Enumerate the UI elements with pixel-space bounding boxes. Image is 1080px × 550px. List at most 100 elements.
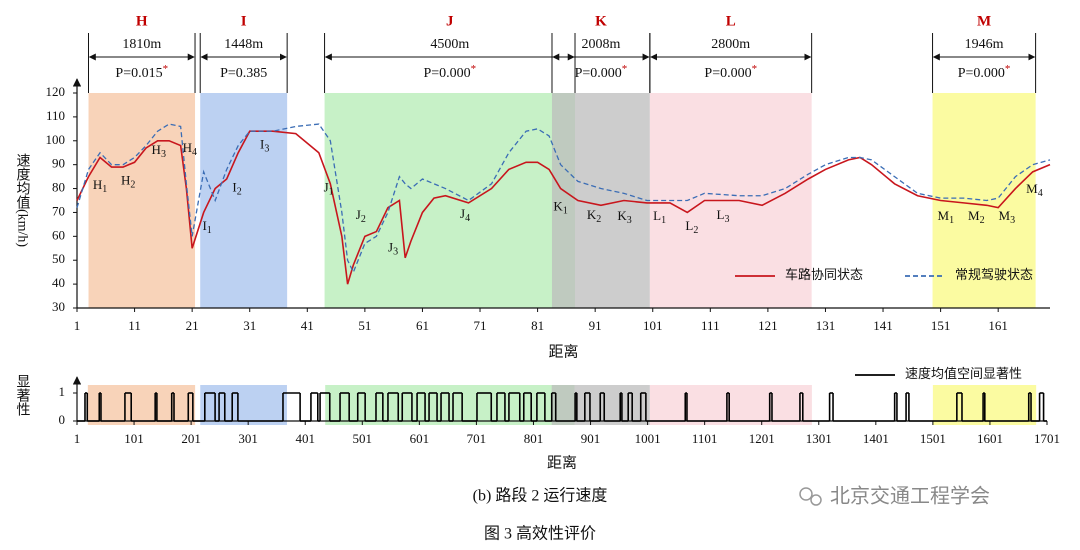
p-mark: * xyxy=(752,63,758,75)
x-tick-label: 61 xyxy=(416,318,429,333)
region-p: P=0.000* xyxy=(423,63,476,82)
x-tick-label: 161 xyxy=(988,318,1008,333)
x-tick-label: 1101 xyxy=(692,431,718,446)
point-label: H3 xyxy=(152,142,166,160)
point-label: M4 xyxy=(1026,181,1043,199)
region-name: H xyxy=(136,13,148,29)
x-tick-label: 141 xyxy=(873,318,893,333)
p-mark: * xyxy=(1005,63,1011,75)
x-tick-label: 21 xyxy=(186,318,199,333)
legend-label: 车路协同状态 xyxy=(785,267,863,282)
region-p: P=0.015* xyxy=(115,63,168,82)
point-label: J4 xyxy=(460,206,470,224)
point-label: J3 xyxy=(388,239,398,257)
x-tick-label: 1 xyxy=(74,318,81,333)
x-axis-label: 距离 xyxy=(547,454,577,471)
x-tick-label: 201 xyxy=(181,431,201,446)
x-tick-label: 301 xyxy=(238,431,258,446)
region xyxy=(200,93,288,308)
y-tick-label: 40 xyxy=(52,275,65,290)
x-tick-label: 1401 xyxy=(863,431,889,446)
point-label: H4 xyxy=(183,140,197,158)
point-label: J1 xyxy=(324,180,334,198)
point-label: I3 xyxy=(260,137,269,155)
p-value: P=0.385 xyxy=(220,66,267,81)
x-tick-label: 91 xyxy=(589,318,602,333)
x-tick-label: 11 xyxy=(128,318,141,333)
p-value: P=0.000 xyxy=(958,66,1005,81)
region xyxy=(649,385,812,425)
x-tick-label: 1701 xyxy=(1034,431,1060,446)
region-name: J xyxy=(446,13,454,29)
region xyxy=(200,385,287,425)
x-tick-label: 31 xyxy=(243,318,256,333)
legend-label: 常规驾驶状态 xyxy=(955,267,1033,282)
p-value: P=0.015 xyxy=(115,66,162,81)
watermark: 北京交通工程学会 xyxy=(830,484,990,508)
point-label: M1 xyxy=(938,208,955,226)
y-axis-label: 速度均值(km/h) xyxy=(15,153,31,247)
caption: (b) 路段 2 运行速度 xyxy=(473,487,608,505)
y-tick-label: 0 xyxy=(59,412,66,427)
x-tick-label: 1301 xyxy=(806,431,832,446)
x-tick-label: 701 xyxy=(467,431,487,446)
plot-layer: H1810mP=0.015*I1448mP=0.385J4500mP=0.000… xyxy=(15,13,1061,471)
y-tick-label: 120 xyxy=(46,84,66,99)
region-p: P=0.000* xyxy=(958,63,1011,82)
region-p: P=0.385 xyxy=(220,66,267,81)
region xyxy=(87,385,196,425)
x-tick-label: 41 xyxy=(301,318,314,333)
x-tick-label: 71 xyxy=(474,318,487,333)
y-tick-label: 1 xyxy=(59,384,66,399)
region xyxy=(324,93,576,308)
x-tick-label: 81 xyxy=(531,318,544,333)
region-p: P=0.000* xyxy=(575,63,628,82)
p-mark: * xyxy=(163,63,169,75)
y-tick-label: 60 xyxy=(52,227,65,242)
region-length: 1448m xyxy=(224,37,263,52)
region-name: L xyxy=(726,13,736,29)
y-tick-label: 50 xyxy=(52,251,65,266)
x-tick-label: 401 xyxy=(295,431,315,446)
legend-label: 速度均值空间显著性 xyxy=(905,366,1022,381)
region-name: I xyxy=(241,13,247,29)
y-tick-label: 90 xyxy=(52,156,65,171)
y-tick-label: 110 xyxy=(46,108,65,123)
x-tick-label: 501 xyxy=(353,431,373,446)
series-line xyxy=(76,130,1051,285)
y-tick-label: 70 xyxy=(52,203,65,218)
point-label: H2 xyxy=(121,172,135,190)
region-p: P=0.000* xyxy=(704,63,757,82)
figure-caption: 图 3 高效性评价 xyxy=(484,525,596,543)
x-tick-label: 1 xyxy=(74,431,81,446)
p-mark: * xyxy=(471,63,477,75)
region-length: 2008m xyxy=(581,37,620,52)
watermark-icon xyxy=(799,487,822,506)
y-tick-label: 100 xyxy=(46,132,66,147)
point-label: M3 xyxy=(999,208,1016,226)
point-label: K2 xyxy=(587,207,601,225)
point-label: K1 xyxy=(553,199,567,217)
x-tick-label: 131 xyxy=(816,318,836,333)
x-tick-label: 101 xyxy=(124,431,144,446)
x-tick-label: 151 xyxy=(931,318,951,333)
p-mark: * xyxy=(622,63,628,75)
series-line xyxy=(76,123,1051,274)
point-label: L2 xyxy=(685,218,698,236)
region-length: 4500m xyxy=(430,37,469,52)
p-value: P=0.000 xyxy=(704,66,751,81)
p-value: P=0.000 xyxy=(575,66,622,81)
y-axis-label: 显著性 xyxy=(15,374,31,416)
x-tick-label: 601 xyxy=(410,431,430,446)
point-label: I1 xyxy=(202,218,211,236)
region-length: 2800m xyxy=(711,37,750,52)
point-label: J2 xyxy=(356,207,366,225)
region xyxy=(88,93,196,308)
x-tick-label: 121 xyxy=(758,318,778,333)
region-name: K xyxy=(595,13,607,29)
region xyxy=(325,385,575,425)
x-tick-label: 801 xyxy=(524,431,544,446)
region-length: 1946m xyxy=(965,37,1004,52)
x-tick-label: 111 xyxy=(701,318,720,333)
